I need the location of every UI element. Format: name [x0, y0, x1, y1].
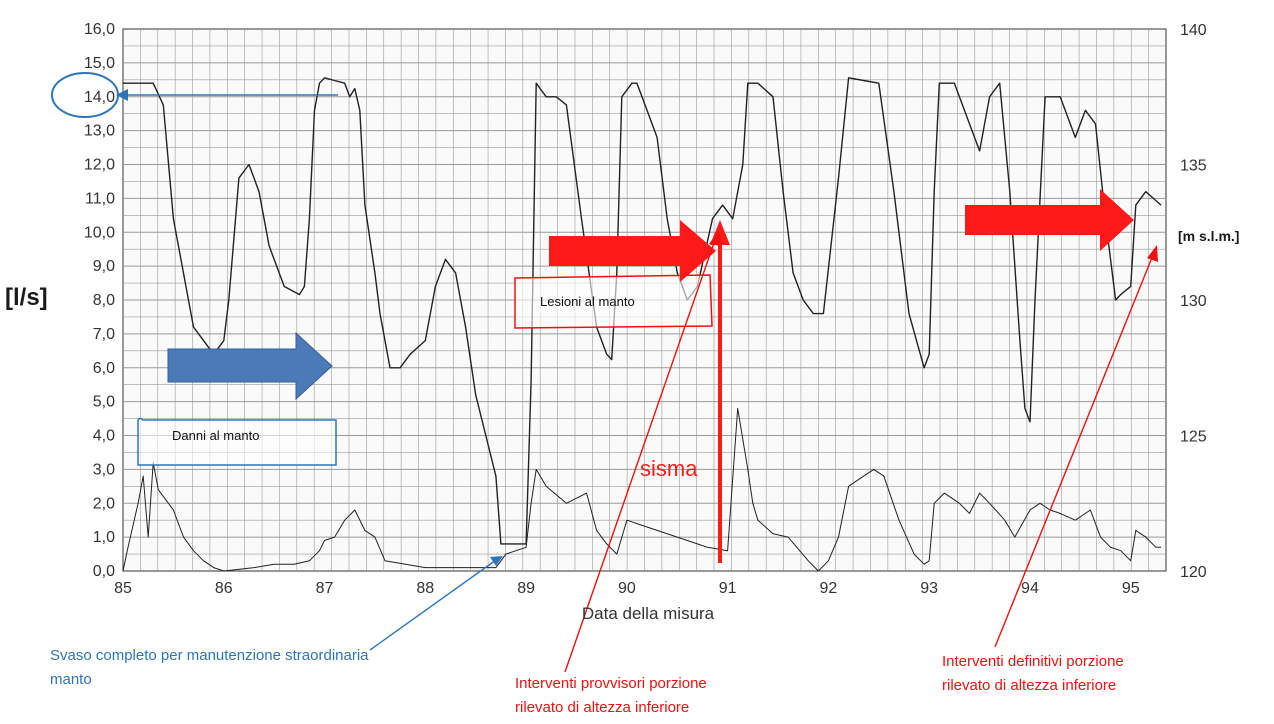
red-arrow-icon	[965, 189, 1134, 251]
blue-arrow-icon	[167, 331, 333, 401]
y-left-tick-label: 6,0	[93, 360, 115, 377]
y-left-tick-label: 8,0	[93, 292, 115, 309]
provvisori-pointer-head	[709, 230, 721, 246]
provvisori-note-line-2: rilevato di altezza inferiore	[515, 699, 690, 716]
series-line-flow	[122, 407, 1161, 572]
x-tick-label: 92	[820, 580, 838, 597]
y-right-tick-label: 135	[1180, 158, 1207, 175]
y-left-tick-label: 11,0	[85, 190, 115, 207]
definitivi-pointer-head	[1147, 245, 1158, 262]
y-left-tick-label: 12,0	[84, 157, 115, 174]
definitivi-pointer-line	[994, 254, 1154, 648]
chart-ticks: 0,0 1,0 2,0 3,0 4,0 5,0 6,0 7,0 8,0 9,0 10,0 11,0 12…	[84, 21, 1207, 597]
x-axis-title: Data della misura	[582, 604, 715, 623]
definitivi-note: Interventi definitivi porzione rilevato …	[942, 650, 1124, 698]
provvisori-pointer-line	[564, 239, 716, 673]
series-line-level	[123, 77, 1162, 545]
y-axis-title-left: [l/s]	[5, 284, 48, 311]
y-right-tick-label: 130	[1180, 293, 1207, 310]
x-tick-label: 94	[1021, 580, 1039, 597]
x-tick-label: 91	[719, 580, 737, 597]
y-left-tick-label: 3,0	[93, 461, 115, 478]
chart-annotations	[51, 72, 1158, 673]
blue-pointer-head	[116, 89, 128, 101]
definitivi-note-line-1: Interventi definitivi porzione	[942, 653, 1124, 670]
chart-series-layer	[122, 77, 1162, 572]
y-left-tick-label: 13,0	[84, 123, 115, 140]
y-left-tick-label: 2,0	[93, 495, 115, 512]
x-tick-label: 89	[517, 580, 535, 597]
x-tick-label: 87	[316, 580, 334, 597]
y-left-tick-label: 9,0	[93, 258, 115, 275]
svaso-note-line-1: Svaso completo per manutenzione straordi…	[50, 647, 369, 664]
y-left-tick-label: 10,0	[84, 224, 115, 241]
y-left-tick-label: 5,0	[93, 394, 115, 411]
y-left-tick-label: 1,0	[93, 529, 115, 546]
x-tick-label: 90	[618, 580, 636, 597]
provvisori-note-line-1: Interventi provvisori porzione	[515, 675, 707, 692]
y-right-tick-label: 140	[1180, 22, 1207, 39]
x-tick-label: 86	[215, 580, 233, 597]
x-tick-label: 85	[114, 580, 132, 597]
lesioni-label: Lesioni al manto	[540, 294, 635, 309]
provvisori-note: Interventi provvisori porzione rilevato …	[515, 672, 707, 720]
svaso-pointer-line	[369, 559, 497, 651]
red-arrow-icon	[549, 220, 716, 282]
sisma-label: sisma	[640, 456, 698, 481]
svaso-pointer-head	[490, 556, 503, 566]
danni-label: Danni al manto	[172, 428, 260, 443]
y-left-tick-label: 4,0	[93, 428, 115, 445]
y-left-tick-label: 7,0	[93, 326, 115, 343]
danni-box	[137, 417, 337, 466]
y-left-tick-label: 0,0	[93, 563, 115, 580]
y-right-tick-label: 120	[1180, 564, 1207, 581]
y-left-tick-label: 15,0	[84, 55, 115, 72]
x-tick-label: 93	[920, 580, 938, 597]
definitivi-note-line-2: rilevato di altezza inferiore	[942, 677, 1117, 694]
y-right-tick-label: 125	[1180, 429, 1207, 446]
x-tick-label: 95	[1122, 580, 1140, 597]
svaso-note-line-2: manto	[50, 671, 92, 688]
y-left-tick-label: 14,0	[84, 89, 115, 106]
x-tick-label: 88	[416, 580, 434, 597]
y-left-tick-label: 16,0	[84, 21, 115, 38]
svaso-note: Svaso completo per manutenzione straordi…	[50, 644, 369, 692]
lesioni-box	[514, 274, 713, 329]
y-axis-title-right: [m s.l.m.]	[1178, 228, 1239, 244]
